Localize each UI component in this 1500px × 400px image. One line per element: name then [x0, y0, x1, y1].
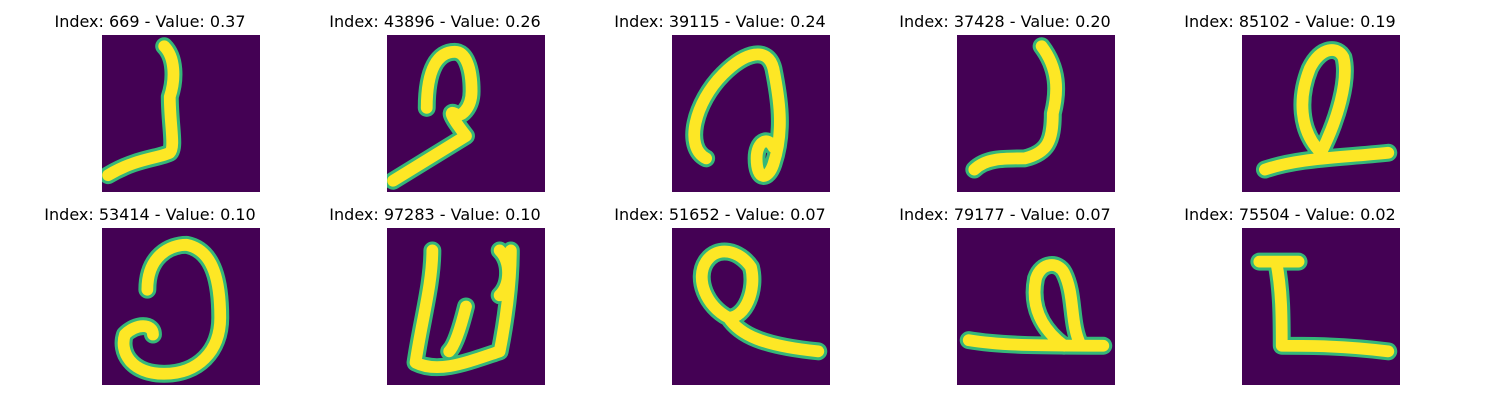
handwritten-glyph-image [1242, 228, 1400, 385]
glyph-svg [102, 35, 260, 192]
glyph-stroke [1259, 44, 1395, 176]
handwritten-glyph-image [957, 228, 1115, 385]
panel-title: Index: 37428 - Value: 0.20 [899, 12, 1111, 31]
glyph-stroke [102, 40, 180, 182]
panel-title: Index: 39115 - Value: 0.24 [614, 12, 826, 31]
glyph-svg [672, 228, 830, 385]
glyph-svg [672, 35, 830, 192]
panel-title: Index: 53414 - Value: 0.10 [44, 205, 256, 224]
glyph-svg [1242, 35, 1400, 192]
glyph-stroke [695, 245, 825, 358]
panel-title: Index: 85102 - Value: 0.19 [1184, 12, 1396, 31]
handwritten-glyph-image [672, 228, 830, 385]
handwritten-glyph-image [672, 35, 830, 192]
glyph-stroke [387, 45, 478, 187]
glyph-stroke [688, 48, 786, 182]
handwritten-glyph-image [957, 35, 1115, 192]
handwritten-glyph-image [102, 35, 260, 192]
glyph-stroke [117, 238, 227, 380]
glyph-svg [957, 35, 1115, 192]
glyph-svg [387, 228, 545, 385]
glyph-stroke [409, 244, 517, 374]
glyph-stroke [968, 40, 1063, 176]
panel-title: Index: 51652 - Value: 0.07 [614, 205, 826, 224]
glyph-stroke [1253, 255, 1395, 358]
panel-title: Index: 75504 - Value: 0.02 [1184, 205, 1396, 224]
handwritten-glyph-image [387, 228, 545, 385]
glyph-svg [957, 228, 1115, 385]
glyph-svg [102, 228, 260, 385]
glyph-stroke [962, 259, 1110, 352]
handwritten-glyph-image [387, 35, 545, 192]
glyph-svg [387, 35, 545, 192]
handwritten-glyph-image [1242, 35, 1400, 192]
panel-title: Index: 79177 - Value: 0.07 [899, 205, 1111, 224]
panel-title: Index: 43896 - Value: 0.26 [329, 12, 541, 31]
glyph-svg [1242, 228, 1400, 385]
image-background [1242, 228, 1400, 385]
panel-title: Index: 97283 - Value: 0.10 [329, 205, 541, 224]
handwritten-glyph-image [102, 228, 260, 385]
panel-title: Index: 669 - Value: 0.37 [54, 12, 246, 31]
